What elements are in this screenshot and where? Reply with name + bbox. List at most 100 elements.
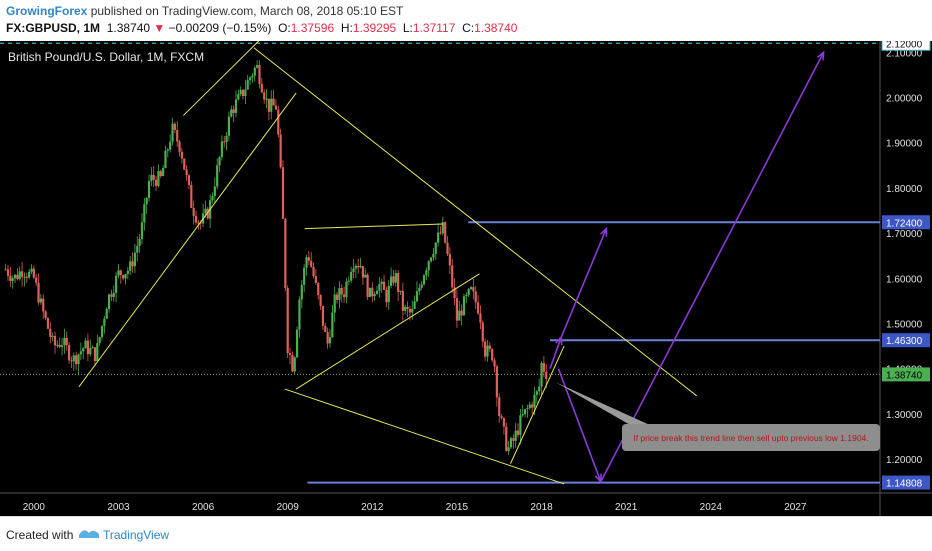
candle-body-45: [110, 294, 113, 297]
last-price: 1.38740: [106, 21, 151, 35]
candle-body-75: [180, 151, 184, 159]
candle-body-142: [338, 287, 341, 300]
candle-body-182: [432, 253, 435, 258]
candle-body-217: [514, 430, 517, 441]
candle-body-57: [138, 238, 141, 246]
candle-body-135: [321, 305, 325, 326]
price-badge-label-1: 1.72400: [886, 218, 923, 229]
low-label: L:: [402, 21, 413, 35]
candle-body-31: [77, 354, 80, 365]
candle-body-129: [307, 257, 310, 261]
candle-body-153: [364, 274, 367, 278]
trendline-2: [253, 47, 697, 397]
candle-body-1: [6, 269, 10, 276]
candle-body-60: [145, 197, 148, 205]
candle-body-122: [291, 355, 294, 372]
candle-body-144: [343, 294, 346, 298]
x-tick-label-8: 2024: [700, 502, 723, 513]
projection-arrowhead-0: [555, 335, 563, 346]
candle-body-4: [13, 274, 17, 279]
candle-body-187: [444, 222, 447, 243]
candle-body-38: [93, 347, 97, 362]
candle-body-110: [263, 92, 266, 100]
candle-body-162: [385, 289, 388, 303]
candle-body-92: [220, 141, 223, 158]
candle-body-112: [267, 98, 270, 112]
candle-body-105: [251, 75, 254, 78]
candle-body-184: [437, 232, 440, 243]
candle-body-185: [439, 232, 442, 234]
candle-body-146: [347, 280, 350, 282]
candle-body-167: [397, 273, 400, 292]
candle-body-52: [126, 270, 129, 275]
author-link[interactable]: GrowingForex: [6, 4, 88, 18]
trendline-6: [510, 345, 565, 464]
candle-body-132: [314, 276, 317, 283]
candle-body-155: [368, 287, 372, 297]
candle-body-23: [58, 344, 61, 348]
candle-body-103: [246, 80, 249, 90]
candle-body-91: [218, 157, 221, 166]
candle-body-117: [279, 134, 282, 168]
candle-body-115: [274, 105, 278, 110]
trendline-4: [295, 273, 480, 390]
candle-body-19: [49, 328, 52, 337]
candle-body-194: [460, 310, 463, 316]
candle-body-101: [241, 89, 245, 97]
candle-body-89: [213, 186, 216, 196]
candle-body-80: [192, 207, 195, 216]
candle-body-229: [542, 363, 545, 372]
candle-body-78: [187, 175, 191, 185]
candle-body-81: [194, 215, 198, 223]
y-tick-label-9: 1.20000: [886, 455, 923, 466]
candle-body-199: [472, 287, 475, 292]
candle-body-67: [162, 168, 165, 177]
candle-body-126: [300, 284, 303, 300]
candle-body-10: [28, 271, 31, 278]
candle-body-214: [507, 447, 510, 451]
candle-body-154: [366, 274, 369, 297]
candle-body-94: [225, 135, 228, 142]
candle-body-204: [484, 341, 487, 357]
candle-body-193: [458, 310, 461, 321]
candle-body-64: [154, 179, 158, 186]
candle-body-83: [199, 222, 202, 224]
candle-body-176: [418, 287, 421, 292]
price-badge-0: [881, 41, 931, 51]
price-chart[interactable]: British Pound/U.S. Dollar, 1M, FXCM 2.100…: [0, 41, 932, 516]
candle-body-40: [98, 337, 101, 344]
candle-body-128: [305, 257, 308, 268]
candle-body-100: [239, 89, 242, 95]
candle-body-58: [140, 222, 144, 239]
candle-body-50: [122, 275, 125, 279]
candle-body-68: [164, 150, 167, 169]
price-badge-3: [882, 367, 930, 382]
candle-body-108: [258, 65, 261, 84]
close-value: 1.38740: [474, 21, 518, 35]
projection-arrowhead-1: [600, 226, 608, 237]
candle-body-157: [373, 294, 376, 297]
x-tick-label-9: 2027: [784, 502, 807, 513]
candle-body-3: [11, 278, 14, 281]
x-tick-label-3: 2009: [277, 502, 300, 513]
high-label: H:: [340, 21, 353, 35]
tradingview-logo-icon[interactable]: [78, 525, 100, 541]
candle-body-140: [333, 294, 336, 313]
chart-area[interactable]: British Pound/U.S. Dollar, 1M, FXCM 2.100…: [0, 41, 932, 516]
candle-body-55: [133, 252, 137, 267]
candle-body-73: [176, 129, 179, 142]
candle-body-118: [281, 167, 285, 219]
price-badge-label-3: 1.38740: [886, 370, 923, 381]
candle-body-53: [129, 261, 132, 271]
candle-body-226: [535, 391, 538, 395]
tradingview-brand[interactable]: TradingView: [103, 528, 170, 542]
x-tick-label-0: 2000: [23, 502, 46, 513]
trendline-5: [304, 223, 443, 230]
candle-body-189: [448, 254, 451, 266]
candle-body-113: [270, 98, 273, 112]
candle-body-123: [293, 357, 296, 372]
candle-body-174: [413, 301, 416, 309]
open-label: O:: [278, 21, 291, 35]
candle-body-97: [232, 109, 235, 113]
price-badge-label-4: 1.14808: [886, 479, 923, 490]
